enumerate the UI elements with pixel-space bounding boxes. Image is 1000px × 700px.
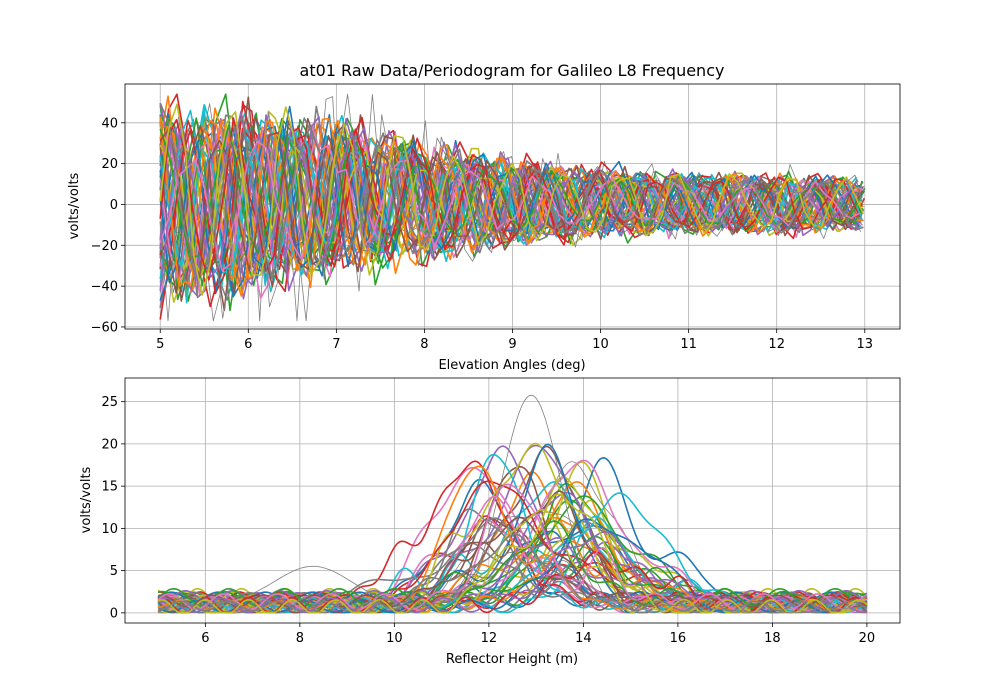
x-tick-label: 14 [575,631,592,646]
x-tick-label: 13 [856,337,873,352]
bottom-y-axis-label: volts/volts [79,466,94,533]
raw-series-line [159,124,866,264]
raw-series-line [159,117,861,281]
y-tick-label: −40 [91,280,118,295]
x-tick-label: 10 [386,631,403,646]
x-tick-label: 18 [764,631,781,646]
y-tick-label: −60 [91,320,118,335]
top-y-axis-label: volts/volts [67,172,82,239]
y-tick-label: 10 [101,522,118,537]
y-tick-label: −20 [91,239,118,254]
x-tick-label: 10 [592,337,609,352]
figure-title: at01 Raw Data/Periodogram for Galileo L8… [300,61,725,80]
y-tick-label: 15 [101,480,118,495]
raw-series-line [159,103,864,296]
bottom-x-axis-label: Reflector Height (m) [446,652,578,667]
top-ticks: 5 6 7 8 9 10 11 12 13 −60 −40 −20 0 20 40 [91,116,873,352]
y-tick-label: 25 [101,395,118,410]
x-tick-label: 7 [332,337,340,352]
raw-series-line [159,96,858,312]
bottom-ticks: 6 8 10 12 14 16 18 20 0 5 10 15 20 25 [101,395,875,646]
x-tick-label: 9 [508,337,516,352]
x-tick-label: 6 [201,631,209,646]
x-tick-label: 11 [680,337,697,352]
bottom-panel-periodogram: 6 8 10 12 14 16 18 20 0 5 10 15 20 25 Reflector Heigh… [79,377,901,667]
x-tick-label: 8 [420,337,428,352]
raw-series-line [159,93,864,322]
raw-series-line [159,140,860,272]
x-tick-label: 6 [244,337,252,352]
y-tick-label: 0 [110,198,118,213]
top-series-group [159,93,866,322]
y-tick-label: 40 [101,116,118,131]
raw-series-line [159,104,862,288]
x-tick-label: 12 [481,631,498,646]
periodogram-series-line [158,551,868,613]
periodogram-series-line [157,520,868,607]
bottom-series-group [157,394,868,614]
x-tick-label: 12 [768,337,785,352]
top-x-axis-label: Elevation Angles (deg) [438,358,585,373]
y-tick-label: 20 [101,437,118,452]
top-panel-raw-data: 5 6 7 8 9 10 11 12 13 −60 −40 −20 0 20 40 Elevation An… [67,83,901,373]
x-tick-label: 5 [156,337,164,352]
x-tick-label: 16 [670,631,687,646]
y-tick-label: 20 [101,157,118,172]
bottom-axes-frame [124,377,901,624]
y-tick-label: 0 [110,606,118,621]
x-tick-label: 8 [296,631,304,646]
raw-series-line [159,102,864,299]
raw-series-line [159,126,864,278]
y-tick-label: 5 [110,564,118,579]
max-peak-series-line [158,394,867,613]
x-tick-label: 20 [859,631,876,646]
